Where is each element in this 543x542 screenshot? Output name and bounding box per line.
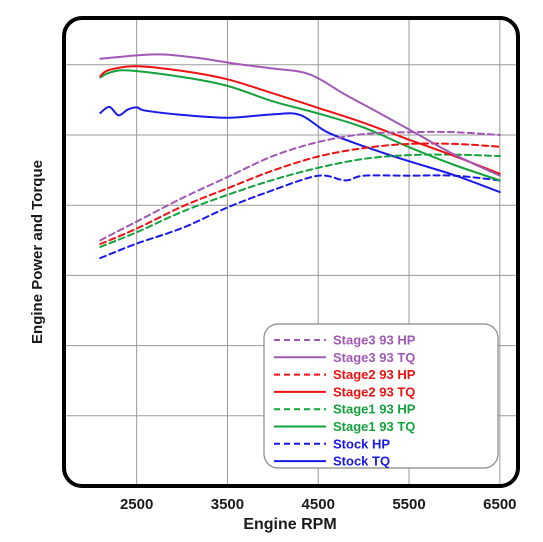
legend-label-stage1-93-hp: Stage1 93 HP [333, 402, 416, 417]
legend-items: Stage3 93 HP Stage3 93 TQ Stage2 93 HP Stag… [274, 333, 416, 469]
legend-label-stage3-93-tq: Stage3 93 TQ [333, 350, 415, 365]
legend-label-stock-hp: Stock HP [333, 436, 390, 451]
x-axis-ticks: 2500 3500 4500 5500 6500 [120, 496, 517, 513]
x-tick-label: 3500 [211, 496, 244, 513]
series-line-stage2-93-hp [99, 142, 501, 245]
x-tick-label: 4500 [302, 496, 335, 513]
x-tick-label: 2500 [120, 496, 153, 513]
legend-label-stock-tq: Stock TQ [333, 454, 390, 469]
x-axis-label: Engine RPM [243, 516, 336, 533]
legend-label-stage1-93-tq: Stage1 93 TQ [333, 419, 415, 434]
series-line-stock-hp [99, 174, 501, 260]
series-line-stage1-93-tq [99, 69, 501, 182]
y-axis-label: Engine Power and Torque [29, 160, 46, 344]
chart-legend: Stage3 93 HP Stage3 93 TQ Stage2 93 HP Stag… [263, 323, 499, 469]
chart-series-lines [99, 53, 501, 260]
legend-label-stage3-93-hp: Stage3 93 HP [333, 333, 416, 348]
legend-box [263, 323, 499, 469]
series-line-stage3-93-tq [99, 53, 501, 177]
x-tick-label: 5500 [392, 496, 425, 513]
legend-label-stage2-93-tq: Stage2 93 TQ [333, 384, 415, 399]
x-tick-label: 6500 [483, 496, 516, 513]
series-line-stock-tq [99, 105, 501, 194]
series-line-stage1-93-hp [99, 153, 501, 248]
legend-label-stage2-93-hp: Stage2 93 HP [333, 367, 416, 382]
chart-gridlines [66, 20, 516, 484]
series-line-stage3-93-hp [99, 130, 501, 242]
